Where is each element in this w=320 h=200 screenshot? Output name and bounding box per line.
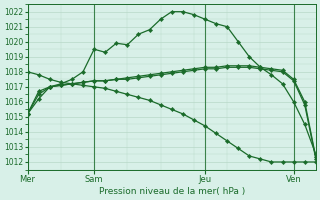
X-axis label: Pression niveau de la mer( hPa ): Pression niveau de la mer( hPa ) <box>99 187 245 196</box>
